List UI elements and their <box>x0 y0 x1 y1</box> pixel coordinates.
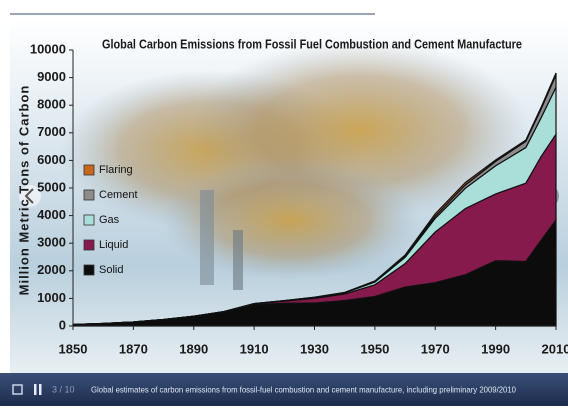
legend-label: Cement <box>99 189 138 201</box>
y-tick-label: 9000 <box>37 69 66 84</box>
y-tick-label: 7000 <box>37 124 66 139</box>
x-tick-label: 1870 <box>119 341 148 356</box>
caption: Global estimates of carbon emissions fro… <box>91 384 516 394</box>
legend-label: Flaring <box>99 164 133 176</box>
control-bar <box>0 373 568 406</box>
pause-icon[interactable] <box>39 384 42 395</box>
slide-counter: 3 / 10 <box>52 384 75 394</box>
x-tick-label: 2010 <box>542 341 568 356</box>
grid-icon[interactable] <box>12 384 23 395</box>
legend-swatch <box>83 189 95 201</box>
grid-button[interactable] <box>12 384 23 395</box>
y-tick-label: 5000 <box>37 179 66 194</box>
smoke <box>160 160 420 280</box>
x-tick-label: 1930 <box>300 341 329 356</box>
y-tick-label: 8000 <box>37 97 66 112</box>
y-tick-label: 10000 <box>30 41 66 56</box>
prev-arrow[interactable] <box>24 188 34 204</box>
legend-label: Gas <box>99 214 120 226</box>
legend-swatch <box>83 239 95 251</box>
x-tick-label: 1890 <box>179 341 208 356</box>
area <box>72 72 557 326</box>
y-tick-label: 4000 <box>37 207 66 222</box>
legend-swatch <box>83 264 95 276</box>
prev-button[interactable] <box>19 185 41 207</box>
x-tick-label: 1910 <box>240 341 269 356</box>
y-tick-label: 0 <box>59 317 66 332</box>
y-tick-label: 2000 <box>37 262 66 277</box>
pause-icon[interactable] <box>34 384 37 395</box>
smokestack <box>233 230 243 290</box>
smokestack <box>200 190 214 285</box>
legend-label: Liquid <box>99 239 128 251</box>
chart-title: Global Carbon Emissions from Fossil Fuel… <box>102 36 522 51</box>
y-tick-label: 6000 <box>37 152 66 167</box>
y-axis-label: Million Metric Tons of Carbon <box>16 85 31 296</box>
x-tick-label: 1850 <box>59 341 88 356</box>
legend-label: Solid <box>99 264 123 276</box>
x-tick-label: 1990 <box>481 341 510 356</box>
legend-swatch <box>83 214 95 226</box>
y-tick-label: 1000 <box>37 290 66 305</box>
chart: Global Carbon Emissions from Fossil Fuel… <box>16 36 568 356</box>
x-tick-label: 1950 <box>360 341 389 356</box>
legend-swatch <box>83 164 95 176</box>
x-tick-label: 1970 <box>421 341 450 356</box>
y-tick-label: 3000 <box>37 235 66 250</box>
